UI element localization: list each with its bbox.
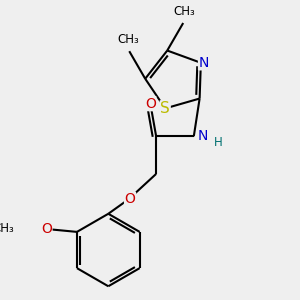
Text: H: H <box>213 136 222 148</box>
Text: O: O <box>124 192 136 206</box>
Text: CH₃: CH₃ <box>0 223 15 236</box>
Text: CH₃: CH₃ <box>117 33 139 46</box>
Text: S: S <box>160 101 170 116</box>
Text: N: N <box>198 129 208 143</box>
Text: O: O <box>41 222 52 236</box>
Text: CH₃: CH₃ <box>174 5 196 18</box>
Text: O: O <box>145 97 156 111</box>
Text: N: N <box>199 56 209 70</box>
